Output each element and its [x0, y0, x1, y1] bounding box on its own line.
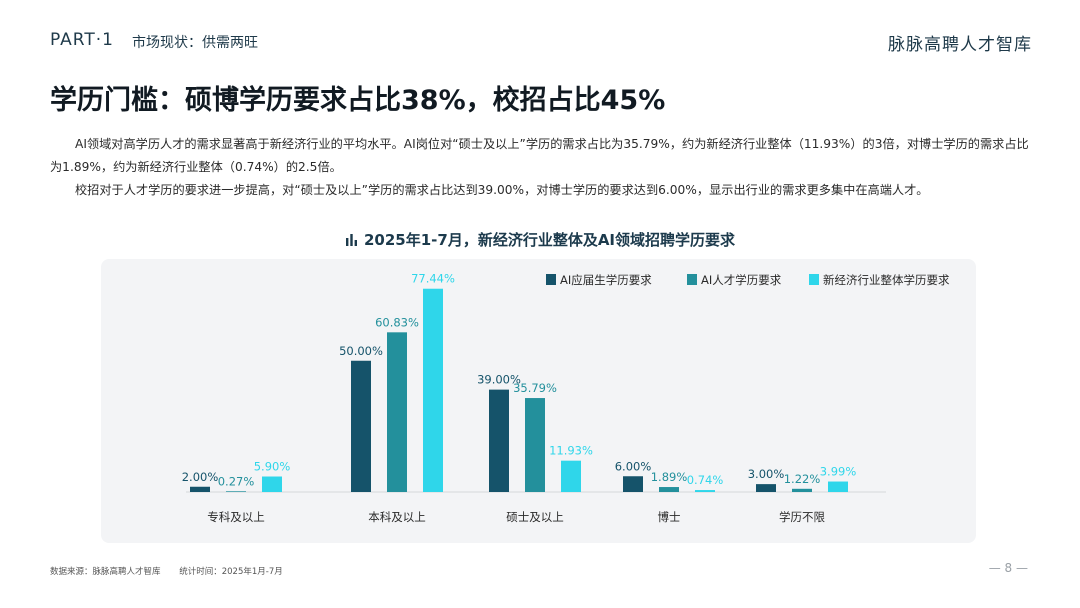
bar — [623, 476, 643, 492]
category-label: 硕士及以上 — [506, 510, 564, 524]
data-label: 60.83% — [375, 315, 419, 329]
paragraph: 校招对于人才学历的要求进一步提高，对“硕士及以上”学历的需求占比达到39.00%… — [75, 183, 929, 197]
bar — [351, 360, 371, 492]
bar — [561, 460, 581, 492]
legend-swatch — [687, 274, 697, 285]
legend-swatch — [809, 274, 819, 285]
data-label: 3.00% — [748, 467, 785, 481]
bar — [756, 484, 776, 492]
bar — [262, 476, 282, 492]
data-label: 39.00% — [477, 373, 521, 387]
footer: 数据来源：脉脉高聘人才智库 统计时间：2025年1月-7月 — [50, 565, 299, 577]
paragraph: AI领域对高学历人才的需求显著高于新经济行业的平均水平。AI岗位对“硕士及以上”… — [50, 137, 1029, 174]
data-label: 1.22% — [784, 472, 821, 486]
category-label: 博士 — [658, 510, 681, 524]
bar-chart-icon — [345, 232, 358, 250]
chart-title: 2025年1-7月，新经济行业整体及AI领域招聘学历要求 — [363, 231, 736, 249]
part-label: PART·1 — [50, 30, 114, 50]
bar — [828, 481, 848, 492]
data-label: 35.79% — [513, 381, 557, 395]
legend-swatch — [546, 274, 556, 285]
bar — [695, 490, 715, 492]
page-title: 学历门槛：硕博学历要求占比38%，校招占比45% — [50, 85, 666, 116]
data-label: 1.89% — [651, 470, 688, 484]
chart-title-row: 2025年1-7月，新经济行业整体及AI领域招聘学历要求 — [0, 229, 1080, 250]
brand-name: 脉脉高聘人才智库 — [888, 35, 1032, 55]
data-label: 0.27% — [218, 474, 255, 488]
bar — [525, 398, 545, 492]
data-label: 5.90% — [254, 460, 291, 474]
legend-label: 新经济行业整体学历要求 — [823, 273, 950, 287]
category-label: 学历不限 — [779, 510, 825, 524]
page-number: — 8 — — [988, 561, 1028, 575]
data-source: 数据来源：脉脉高聘人才智库 — [50, 567, 161, 577]
bar — [190, 486, 210, 492]
body-text: AI领域对高学历人才的需求显著高于新经济行业的平均水平。AI岗位对“硕士及以上”… — [50, 133, 1030, 202]
bar — [387, 332, 407, 492]
data-label: 6.00% — [615, 459, 652, 473]
bar — [226, 491, 246, 492]
bar — [659, 487, 679, 492]
data-label: 3.99% — [820, 465, 857, 479]
data-label: 77.44% — [411, 272, 455, 286]
bar — [792, 488, 812, 492]
bar-chart: 2.00% 50.00% 39.00% 6.00% 3.00% 0.27% 60.83% 35… — [182, 272, 950, 524]
legend-label: AI人才学历要求 — [701, 273, 782, 287]
legend-label: AI应届生学历要求 — [560, 273, 652, 287]
data-label: 50.00% — [339, 344, 383, 358]
category-label: 本科及以上 — [368, 510, 426, 524]
stat-period: 统计时间：2025年1月-7月 — [179, 567, 283, 577]
bar — [423, 288, 443, 492]
data-label: 11.93% — [549, 444, 593, 458]
data-label: 0.74% — [687, 473, 724, 487]
bar — [489, 389, 509, 492]
data-label: 2.00% — [182, 470, 219, 484]
category-label: 专科及以上 — [207, 510, 265, 524]
section-title: 市场现状：供需两旺 — [132, 35, 258, 51]
